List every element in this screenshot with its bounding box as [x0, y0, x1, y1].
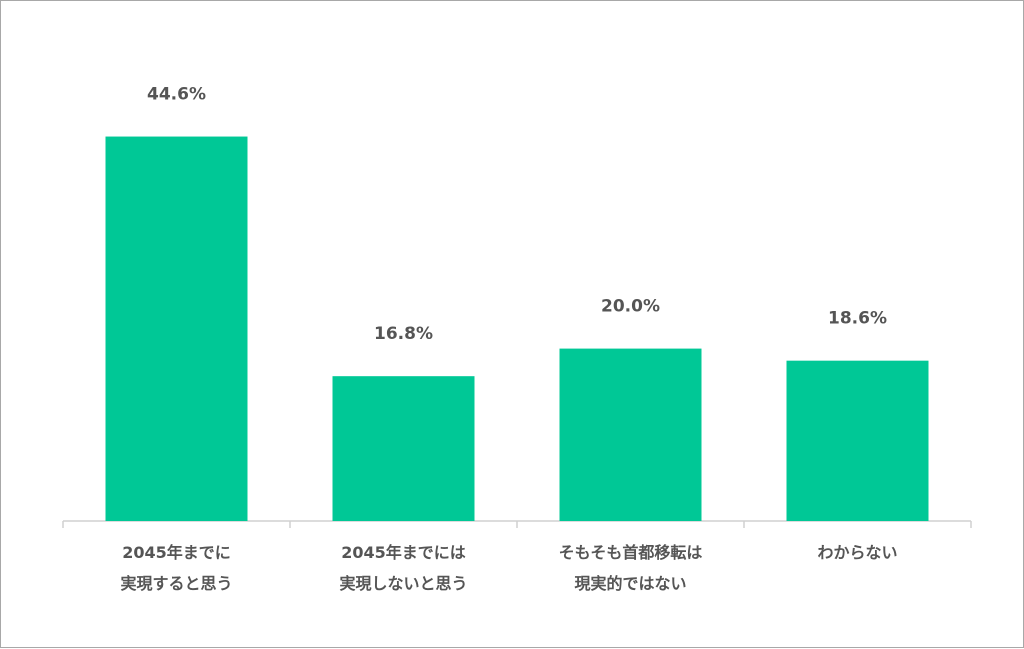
bar: [786, 360, 929, 521]
bar: [559, 348, 702, 521]
x-tick-label: 2045年までに: [122, 543, 231, 562]
x-tick-label: 実現すると思う: [120, 574, 232, 593]
x-tick-label: わからない: [817, 543, 897, 562]
data-label: 16.8%: [374, 324, 433, 344]
data-label: 20.0%: [601, 297, 660, 317]
x-tick-label: 2045年までには: [341, 543, 466, 562]
x-tick-label: 現実的ではない: [574, 574, 686, 593]
data-label: 44.6%: [147, 85, 206, 105]
x-tick-label: 実現しないと思う: [339, 574, 467, 593]
bar: [105, 136, 248, 521]
x-tick-label: そもそも首都移転は: [559, 543, 703, 562]
data-label: 18.6%: [828, 309, 887, 329]
bar: [332, 376, 475, 521]
